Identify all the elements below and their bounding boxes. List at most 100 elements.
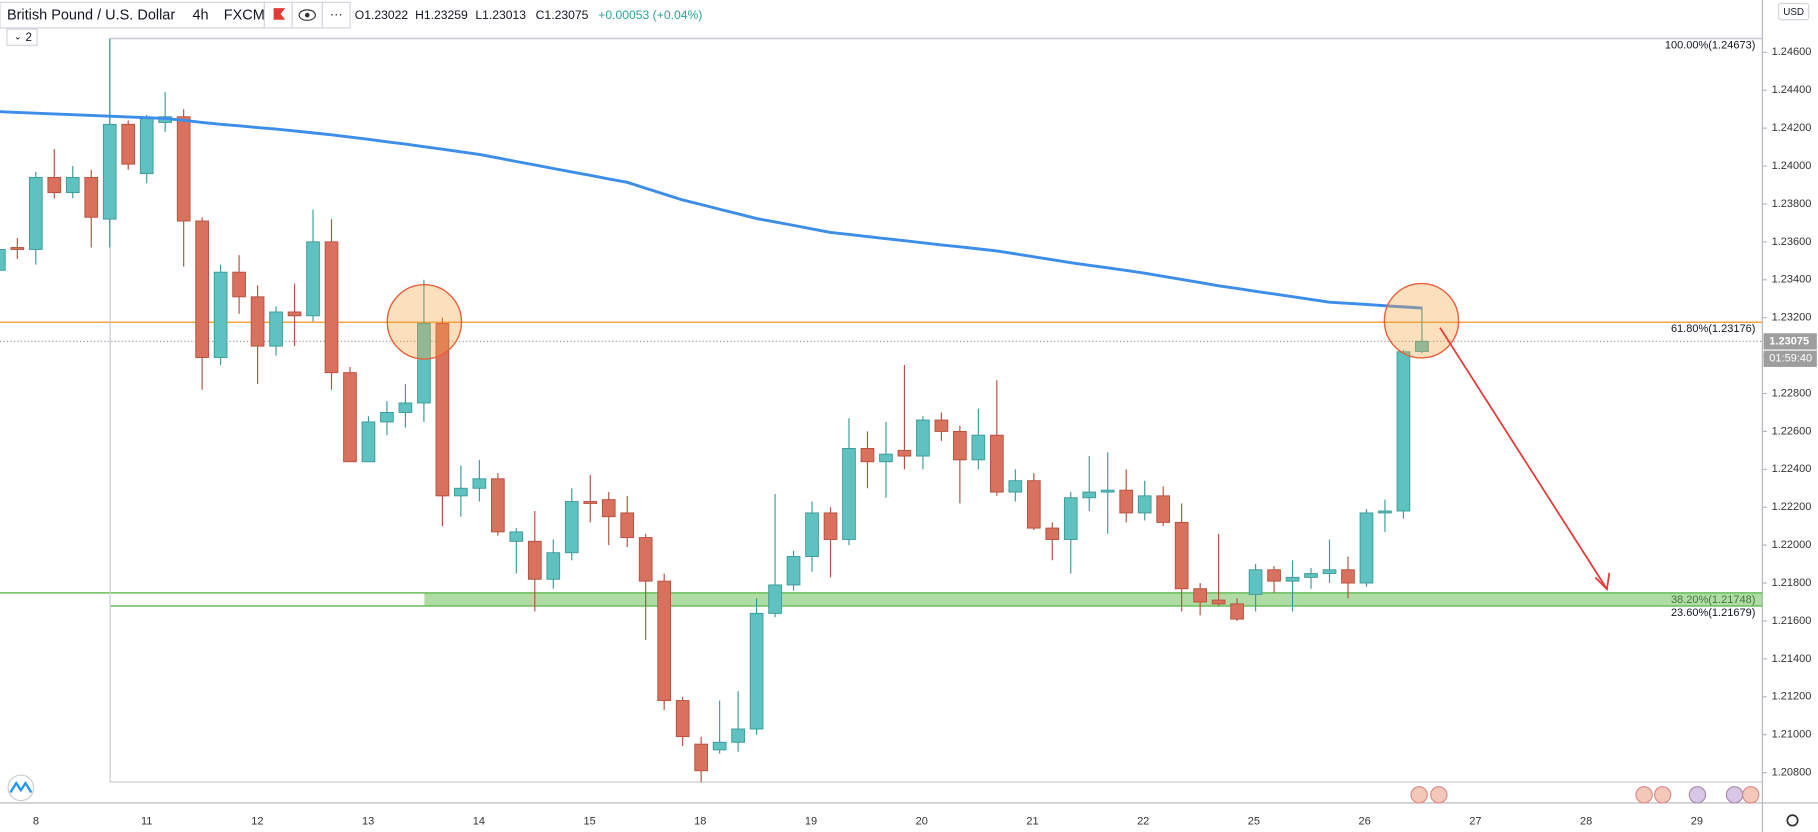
event-icon[interactable] <box>1635 786 1653 804</box>
candle-body <box>1100 489 1115 493</box>
candle-body <box>0 248 6 271</box>
interval: 4h <box>192 8 208 24</box>
candle-body <box>139 118 154 175</box>
ohlc-value: C1.23075 <box>536 8 589 22</box>
candle-body <box>1341 569 1355 584</box>
x-tick-label: 14 <box>473 815 485 827</box>
candle-body <box>472 478 487 489</box>
currency: USD <box>1783 7 1804 18</box>
y-tick-label: 1.24000 <box>1772 160 1812 172</box>
moving-average <box>0 110 1423 310</box>
fib-label: 100.00%(1.24673) <box>1665 39 1756 51</box>
candle-body <box>768 584 782 614</box>
candle-body <box>1285 576 1300 582</box>
candle-body <box>712 741 727 751</box>
last-price-box <box>1763 333 1817 350</box>
candle-body <box>675 700 690 738</box>
candle-body <box>269 311 283 347</box>
candle-body <box>102 123 117 220</box>
event-icon[interactable] <box>1688 786 1707 804</box>
candle-body <box>879 453 893 463</box>
y-tick-label: 1.22600 <box>1772 425 1812 437</box>
candle-body <box>1211 599 1226 605</box>
candle-body <box>823 512 838 540</box>
candle-body <box>1415 340 1429 352</box>
event-icon[interactable] <box>1410 786 1428 804</box>
candle-body <box>1045 527 1060 540</box>
candle-body <box>1174 521 1189 590</box>
fib-label: 61.80%(1.23176) <box>1671 323 1755 335</box>
event-icon[interactable] <box>1653 786 1672 804</box>
candle-body <box>1119 489 1134 514</box>
indicator-toggle[interactable] <box>6 28 38 46</box>
candle-body <box>84 176 99 218</box>
candle-body <box>897 449 912 457</box>
x-tick-label: 15 <box>583 815 595 827</box>
candle-body <box>232 271 246 298</box>
candle-body <box>805 512 819 557</box>
event-icon[interactable] <box>1725 786 1744 804</box>
ohlc-value: L1.23013 <box>475 8 526 22</box>
more-button[interactable] <box>321 1 351 29</box>
y-tick-label: 1.22000 <box>1772 539 1812 551</box>
event-icons <box>1410 786 1760 804</box>
candle-body <box>1396 351 1411 512</box>
y-tick-label: 1.21000 <box>1772 729 1812 741</box>
fib-zone <box>424 592 1763 606</box>
x-tick-label: 22 <box>1137 815 1149 827</box>
candle-body <box>638 537 653 582</box>
candle-body <box>398 402 413 413</box>
ohlc-value: O1.23022 <box>355 8 409 22</box>
event-icon[interactable] <box>1430 786 1448 804</box>
candle-body <box>546 552 561 580</box>
x-tick-label: 19 <box>805 815 817 827</box>
caret: ⌄ <box>14 32 22 42</box>
candle-body <box>842 448 856 540</box>
y-tick-label: 1.24600 <box>1772 46 1812 58</box>
y-tick-label: 1.21800 <box>1772 577 1812 589</box>
y-tick-label: 1.21600 <box>1772 615 1812 627</box>
candle-body <box>1082 491 1097 499</box>
x-tick-label: 18 <box>694 815 706 827</box>
candle-body <box>287 311 302 317</box>
countdown-box <box>1763 350 1817 367</box>
symbol-box[interactable] <box>0 1 265 29</box>
candle-body <box>490 478 505 533</box>
candle-body <box>121 123 136 165</box>
x-tick-label: 13 <box>362 815 374 827</box>
candle-body <box>620 512 635 539</box>
candle-body <box>1156 495 1171 523</box>
currency-box[interactable] <box>1777 2 1810 21</box>
y-tick-label: 1.21400 <box>1772 653 1812 665</box>
logo[interactable] <box>7 774 35 802</box>
y-tick-label: 1.23600 <box>1772 236 1812 248</box>
candle-body <box>989 434 1004 493</box>
eye-icon <box>298 9 316 21</box>
y-tick-label: 1.22800 <box>1772 387 1812 399</box>
y-tick-label: 1.23200 <box>1772 312 1812 324</box>
candle-body <box>417 322 431 404</box>
candle-body <box>509 531 524 542</box>
candle-body <box>1230 603 1244 620</box>
arrow-head <box>1594 572 1611 591</box>
candle-body <box>916 419 930 457</box>
candle-body <box>454 487 468 497</box>
candle-body <box>1026 480 1041 529</box>
candle-body <box>1322 569 1337 575</box>
candle-body <box>1193 588 1207 603</box>
x-tick-label: 27 <box>1469 815 1481 827</box>
candle-body <box>731 728 745 743</box>
fib-label: 23.60%(1.21679) <box>1671 607 1755 619</box>
ohlc-value: H1.23259 <box>415 8 468 22</box>
highlight-circle <box>1383 282 1460 359</box>
settings-icon[interactable] <box>1786 814 1799 827</box>
event-icon[interactable] <box>1742 786 1760 804</box>
y-tick-label: 1.22400 <box>1772 463 1812 475</box>
candle-body <box>657 580 672 702</box>
logo-mark <box>9 781 33 794</box>
candle-body <box>1008 480 1023 493</box>
x-tick-label: 20 <box>916 815 928 827</box>
y-tick-label: 1.20800 <box>1772 766 1812 778</box>
